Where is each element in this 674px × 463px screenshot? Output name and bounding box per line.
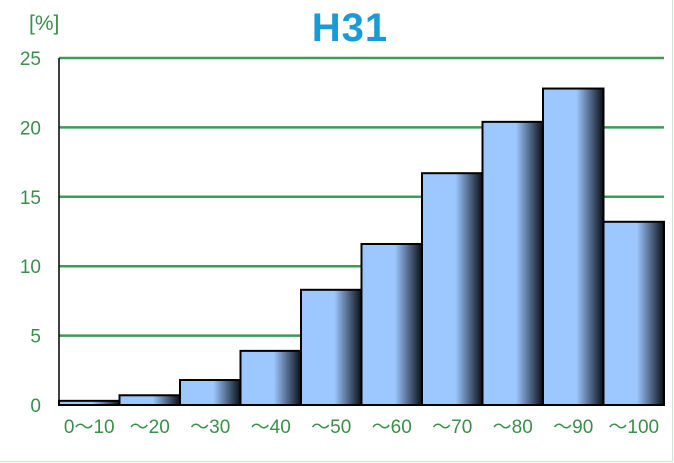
y-tick-label: 20 bbox=[20, 118, 41, 139]
bar-8 bbox=[542, 87, 605, 406]
bar-3 bbox=[239, 349, 302, 407]
bar-5 bbox=[360, 242, 423, 406]
x-tick-label: ～90 bbox=[553, 417, 593, 438]
x-tick-label: ～100 bbox=[608, 417, 659, 438]
x-tick-label: 0～10 bbox=[64, 417, 115, 438]
y-tick-label: 10 bbox=[20, 257, 41, 278]
x-tick-label: ～30 bbox=[190, 417, 230, 438]
y-tick-label: 25 bbox=[20, 49, 41, 70]
x-tick-label: ～70 bbox=[432, 417, 472, 438]
bar-7 bbox=[481, 120, 544, 407]
bar-2 bbox=[179, 379, 242, 406]
bars bbox=[58, 87, 665, 407]
bar-4 bbox=[300, 288, 363, 406]
y-tick-label: 0 bbox=[30, 396, 41, 417]
x-tick-labels: 0～10 ～20 ～30 ～40 ～50 ～60 ～70 ～80 ～90 ～100 bbox=[64, 417, 659, 438]
y-tick-label: 5 bbox=[30, 327, 41, 348]
chart-title: H31 bbox=[311, 6, 389, 50]
y-tick-labels: 0 5 10 15 20 25 bbox=[20, 49, 41, 417]
y-axis-unit-label: [%] bbox=[29, 12, 60, 35]
x-tick-label: ～80 bbox=[493, 417, 533, 438]
x-tick-label: ～20 bbox=[130, 417, 170, 438]
bar-9 bbox=[602, 220, 665, 406]
y-tick-label: 15 bbox=[20, 188, 41, 209]
x-tick-label: ～50 bbox=[311, 417, 351, 438]
x-tick-label: ～60 bbox=[372, 417, 412, 438]
bar-1 bbox=[118, 394, 181, 406]
x-tick-label: ～40 bbox=[251, 417, 291, 438]
bar-6 bbox=[421, 172, 484, 406]
axes bbox=[58, 58, 664, 406]
